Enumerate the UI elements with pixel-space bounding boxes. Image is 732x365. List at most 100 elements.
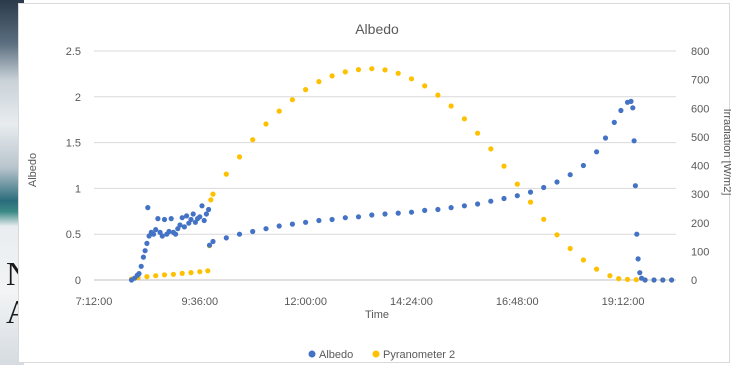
data-point (140, 254, 146, 260)
data-point (190, 211, 196, 217)
y2-axis-title: Irradiation [W/m2] (721, 109, 731, 196)
data-point (316, 217, 322, 224)
data-point (642, 277, 648, 283)
data-point (567, 172, 573, 178)
data-point (289, 221, 295, 227)
data-point (236, 231, 243, 237)
data-point (223, 171, 229, 177)
data-point (635, 256, 641, 262)
y-tick-label: 1 (75, 183, 81, 195)
x-tick-label: 12:00:00 (284, 296, 327, 308)
data-point (461, 203, 467, 209)
data-point (197, 214, 203, 220)
data-point (475, 201, 481, 207)
data-point (179, 270, 185, 276)
x-axis-title: Time (365, 309, 389, 321)
data-point (669, 277, 675, 283)
legend-label-pyranometer: Pyranometer 2 (383, 349, 455, 361)
data-point (173, 231, 179, 237)
data-point (632, 183, 639, 189)
data-point (210, 191, 216, 197)
data-point (205, 268, 211, 274)
data-point (624, 276, 631, 282)
data-point (201, 217, 207, 224)
data-point (161, 216, 168, 223)
data-point (382, 67, 388, 73)
chart-title: Albedo (355, 21, 399, 37)
data-point (501, 163, 507, 169)
data-point (448, 103, 454, 109)
data-point (155, 216, 161, 222)
data-point (144, 240, 150, 246)
legend-marker-albedo (308, 350, 316, 358)
chart-frame[interactable]: 0 0.5 1 1.5 2 2.5 0 100 200 300 400 500 600 700 800 7:1… (18, 3, 731, 363)
data-point (408, 76, 415, 82)
data-point (541, 216, 547, 222)
data-point (475, 130, 481, 136)
data-point (223, 235, 229, 241)
data-point (208, 197, 214, 203)
data-point (170, 271, 176, 277)
gridlines (94, 50, 676, 281)
data-point (618, 107, 624, 114)
y-axis-title: Albedo (27, 153, 39, 187)
data-point (607, 273, 613, 279)
data-point (382, 211, 388, 217)
x-tick-label: 7:12:00 (76, 296, 113, 308)
data-point (329, 73, 335, 79)
data-point (488, 198, 494, 204)
data-point (168, 216, 174, 222)
legend: Albedo Pyranometer 2 (308, 349, 455, 361)
data-point (161, 272, 168, 278)
data-point (250, 228, 256, 235)
data-point (136, 271, 142, 277)
data-point (554, 232, 560, 238)
data-point (660, 277, 666, 283)
y-tick-label: 1.5 (66, 138, 81, 150)
data-point (263, 226, 269, 232)
data-point (567, 245, 573, 252)
data-point (263, 121, 269, 127)
data-point (369, 66, 375, 72)
data-point (514, 181, 520, 187)
y2-tick-label: 300 (691, 189, 709, 201)
y2-tick-label: 700 (691, 75, 709, 87)
data-point (250, 137, 256, 143)
y2-tick-label: 0 (691, 275, 697, 287)
data-point (527, 199, 534, 205)
data-point (435, 206, 441, 213)
data-point (355, 67, 362, 73)
series-albedo (128, 98, 675, 283)
y-tick-label: 0.5 (66, 229, 81, 241)
data-point (303, 87, 309, 93)
data-point (408, 209, 415, 215)
data-point (630, 105, 636, 111)
data-point (145, 205, 151, 211)
y2-tick-label: 400 (691, 161, 709, 173)
data-point (199, 203, 205, 209)
data-point (594, 149, 600, 155)
data-point (461, 116, 467, 122)
data-point (159, 233, 165, 239)
data-point (554, 179, 560, 185)
data-point (634, 231, 640, 237)
data-point (501, 195, 507, 202)
data-point (142, 248, 148, 254)
data-point (616, 276, 622, 282)
series-pyranometer-2 (128, 66, 675, 283)
y2-tick-label: 200 (691, 218, 709, 230)
data-point (395, 70, 401, 76)
data-point (177, 222, 183, 228)
data-point (369, 212, 375, 218)
data-point (206, 242, 213, 248)
chart: 0 0.5 1 1.5 2 2.5 0 100 200 300 400 500 600 700 800 7:1… (27, 21, 731, 361)
legend-marker-pyranometer (372, 350, 380, 358)
series-layer (128, 66, 675, 283)
data-point (611, 119, 617, 125)
data-point (395, 210, 401, 216)
x-tick-label: 19:12:00 (602, 296, 645, 308)
y2-tick-label: 800 (691, 46, 709, 58)
data-point (448, 205, 454, 211)
data-point (206, 206, 212, 213)
data-point (276, 108, 282, 114)
